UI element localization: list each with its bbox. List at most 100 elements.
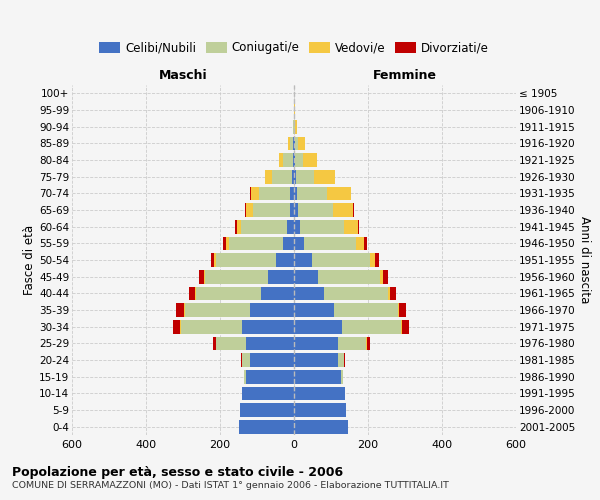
Bar [314,170,335,183]
Bar [242,320,294,334]
Bar [312,253,370,267]
Bar [304,236,356,250]
Bar [246,203,253,217]
Bar [188,286,195,300]
Bar [294,336,338,350]
Bar [259,186,290,200]
Bar [334,303,398,317]
Bar [250,186,251,200]
Bar [245,203,246,217]
Bar [236,220,241,234]
Bar [294,253,312,267]
Bar [260,286,294,300]
Bar [370,253,376,267]
Bar [294,220,300,234]
Bar [241,403,294,417]
Bar [265,170,272,183]
Bar [294,420,347,434]
Bar [272,170,292,183]
Bar [290,186,294,200]
Bar [241,353,242,367]
Bar [214,253,216,267]
Bar [358,220,359,234]
Bar [279,153,283,167]
Bar [318,270,380,283]
Bar [364,236,367,250]
Bar [326,186,350,200]
Bar [293,153,294,167]
Bar [229,236,283,250]
Bar [283,153,293,167]
Bar [294,270,318,283]
Y-axis label: Anni di nascita: Anni di nascita [578,216,592,304]
Bar [246,336,294,350]
Bar [342,320,401,334]
Bar [344,220,358,234]
Bar [294,236,304,250]
Bar [401,320,403,334]
Text: COMUNE DI SERRAMAZZONI (MO) - Dati ISTAT 1° gennaio 2006 - Elaborazione TUTTITAL: COMUNE DI SERRAMAZZONI (MO) - Dati ISTAT… [12,481,449,490]
Bar [333,203,353,217]
Bar [298,136,305,150]
Bar [294,353,338,367]
Bar [211,253,214,267]
Bar [287,220,294,234]
Bar [294,153,295,167]
Bar [353,203,355,217]
Bar [293,120,294,134]
Bar [214,336,216,350]
Bar [268,270,294,283]
Text: Femmine: Femmine [373,68,437,82]
Text: Maschi: Maschi [158,68,208,82]
Bar [300,220,344,234]
Bar [366,336,367,350]
Bar [296,170,314,183]
Bar [290,136,293,150]
Bar [294,370,341,384]
Bar [344,353,345,367]
Bar [388,286,390,300]
Bar [297,186,326,200]
Bar [246,370,294,384]
Bar [216,253,275,267]
Bar [235,220,236,234]
Bar [250,353,294,367]
Bar [295,120,297,134]
Bar [302,153,317,167]
Bar [293,136,294,150]
Bar [292,170,294,183]
Bar [253,203,290,217]
Bar [325,286,388,300]
Bar [199,270,204,283]
Bar [184,303,185,317]
Bar [275,253,294,267]
Bar [294,170,296,183]
Bar [251,186,259,200]
Bar [242,353,250,367]
Bar [398,303,399,317]
Bar [195,286,196,300]
Bar [239,420,294,434]
Bar [294,286,325,300]
Bar [242,386,294,400]
Bar [241,220,287,234]
Bar [204,270,205,283]
Bar [390,286,397,300]
Bar [350,186,352,200]
Bar [294,120,295,134]
Bar [294,386,345,400]
Bar [244,370,246,384]
Bar [376,253,379,267]
Bar [226,236,229,250]
Bar [380,270,383,283]
Bar [356,236,364,250]
Bar [338,353,344,367]
Bar [173,320,181,334]
Bar [383,270,388,283]
Text: Popolazione per età, sesso e stato civile - 2006: Popolazione per età, sesso e stato civil… [12,466,343,479]
Bar [338,336,366,350]
Bar [288,136,290,150]
Bar [205,270,268,283]
Bar [295,153,302,167]
Bar [298,203,333,217]
